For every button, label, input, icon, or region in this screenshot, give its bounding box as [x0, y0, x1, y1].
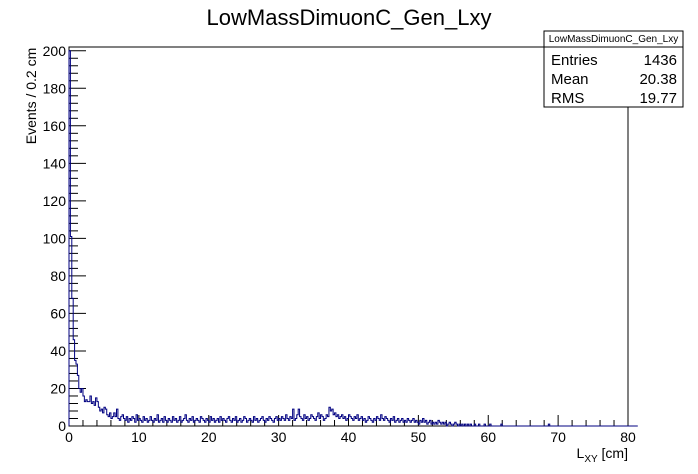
- x-tick-label: 20: [201, 429, 217, 445]
- y-tick-label: 120: [43, 193, 67, 209]
- y-tick-label: 60: [50, 305, 66, 321]
- histogram-line: [68, 50, 638, 427]
- x-tick-label: 70: [550, 429, 566, 445]
- stats-box-title: LowMassDimuonC_Gen_Lxy: [549, 34, 679, 45]
- x-tick-label: 0: [65, 429, 73, 445]
- y-tick-label: 100: [43, 230, 67, 246]
- x-tick-label: 40: [341, 429, 357, 445]
- y-tick-label: 200: [43, 43, 67, 59]
- stats-box-frame: [543, 30, 684, 108]
- x-axis-title-subscript: XY: [584, 454, 598, 465]
- axis-tick-labels: 0 10 20 30 40 50 60 70 80 0 20 40 60 80 100 120 140 160 18…: [43, 43, 636, 445]
- y-tick-label: 40: [50, 343, 66, 359]
- x-axis-title: LXY [cm]: [577, 445, 628, 465]
- x-tick-label: 50: [411, 429, 427, 445]
- x-tick-label: 10: [131, 429, 147, 445]
- chart-title: LowMassDimuonC_Gen_Lxy: [207, 5, 492, 30]
- stats-entries-value: 1436: [644, 52, 677, 69]
- x-tick-label: 80: [620, 429, 636, 445]
- x-tick-label: 30: [271, 429, 287, 445]
- y-tick-label: 0: [58, 418, 66, 434]
- x-tick-label: 60: [480, 429, 496, 445]
- stats-rms-label: RMS: [551, 90, 584, 107]
- x-axis-title-unit: [cm]: [598, 445, 628, 461]
- y-tick-label: 20: [50, 380, 66, 396]
- stats-mean-value: 20.38: [639, 71, 677, 88]
- stats-rms-value: 19.77: [639, 90, 677, 107]
- y-tick-label: 80: [50, 268, 66, 284]
- y-tick-label: 180: [43, 80, 67, 96]
- stats-mean-label: Mean: [551, 71, 589, 88]
- y-axis-title: Events / 0.2 cm: [23, 48, 39, 144]
- stats-entries-label: Entries: [551, 52, 598, 69]
- y-tick-label: 160: [43, 118, 67, 134]
- x-axis-title-main: L: [577, 445, 585, 461]
- stats-box: LowMassDimuonC_Gen_Lxy Entries 1436 Mean…: [543, 30, 684, 108]
- y-axis-title-group: Events / 0.2 cm: [23, 48, 39, 144]
- y-tick-label: 140: [43, 155, 67, 171]
